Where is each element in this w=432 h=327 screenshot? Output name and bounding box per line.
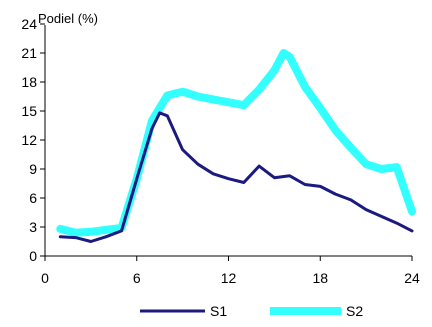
y-tick-label: 6 (29, 190, 37, 206)
legend-label-s2: S2 (346, 303, 363, 319)
legend-label-s1: S1 (210, 303, 227, 319)
y-axis-label: Podiel (%) (38, 11, 98, 26)
y-tick-label: 3 (29, 219, 37, 235)
y-tick-label: 21 (21, 45, 37, 61)
y-tick-label: 9 (29, 161, 37, 177)
series-layer (60, 53, 412, 242)
x-tick-label: 12 (221, 270, 237, 286)
plot-area: 0 3 6 9 12 15 18 21 24 0 6 12 18 24 Podiel (%) (21, 11, 420, 286)
y-tick-label: 18 (21, 74, 37, 90)
x-tick-label: 24 (404, 270, 420, 286)
y-tick-label: 12 (21, 132, 37, 148)
series-line-s1 (60, 113, 412, 242)
x-tick-label: 18 (312, 270, 328, 286)
legend: S1 S2 (140, 303, 363, 319)
y-tick-label: 24 (21, 16, 37, 32)
x-tick-label: 6 (133, 270, 141, 286)
y-tick-label: 15 (21, 103, 37, 119)
y-ticks: 0 3 6 9 12 15 18 21 24 (21, 16, 45, 264)
y-tick-label: 0 (29, 248, 37, 264)
x-ticks: 0 6 12 18 24 (41, 256, 420, 286)
x-tick-label: 0 (41, 270, 49, 286)
